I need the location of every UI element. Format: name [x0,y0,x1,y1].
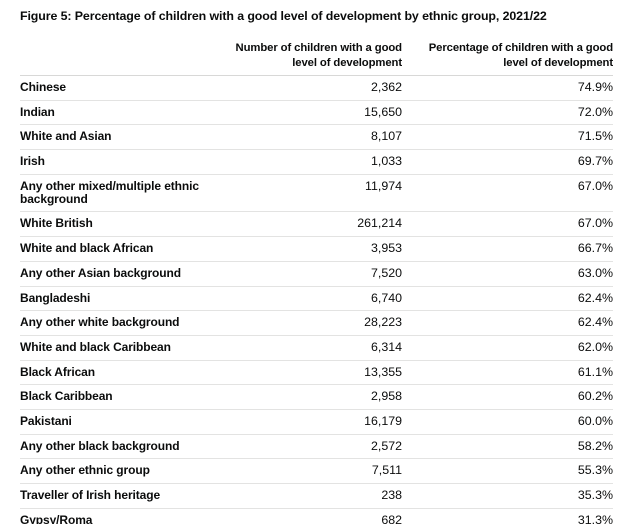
ethnic-group-cell: Traveller of Irish heritage [20,483,215,509]
column-header-percentage: Percentage of children with a good level… [402,23,613,76]
table-row: Any other mixed/multiple ethnic backgrou… [20,174,613,213]
number-cell: 16,179 [215,409,402,435]
ethnic-group-cell: Any other white background [20,310,215,336]
percentage-cell: 62.0% [402,335,613,361]
number-cell: 2,958 [215,384,402,410]
table-row: Black African 13,355 61.1% [20,360,613,386]
number-cell: 6,740 [215,286,402,312]
ethnic-group-cell: Gypsy/Roma [20,508,215,524]
table-row: White and black Caribbean 6,314 62.0% [20,335,613,361]
number-cell: 682 [215,508,402,524]
table-body: Chinese 2,362 74.9% Indian 15,650 72.0% … [20,75,613,524]
number-cell: 6,314 [215,335,402,361]
ethnic-group-cell: Any other black background [20,434,215,460]
percentage-cell: 71.5% [402,124,613,151]
ethnic-group-cell: Any other Asian background [20,261,215,287]
column-header-number-line2: level of development [292,56,402,69]
percentage-cell: 60.2% [402,384,613,410]
percentage-cell: 62.4% [402,286,613,312]
number-cell: 28,223 [215,310,402,336]
ethnic-group-cell: Black African [20,360,215,386]
ethnic-group-cell: White British [20,211,215,238]
table-row: Gypsy/Roma 682 31.3% [20,508,613,524]
figure-container: Figure 5: Percentage of children with a … [20,9,613,524]
percentage-cell: 62.4% [402,310,613,336]
table-row: Any other Asian background 7,520 63.0% [20,261,613,287]
table-header: Number of children with a good level of … [20,23,613,76]
column-header-number: Number of children with a good level of … [215,23,402,76]
table-row: Irish 1,033 69.7% [20,149,613,175]
table-header-row: Number of children with a good level of … [20,23,613,76]
number-cell: 2,362 [215,75,402,101]
percentage-cell: 74.9% [402,75,613,101]
percentage-cell: 55.3% [402,458,613,484]
ethnic-group-cell: Black Caribbean [20,384,215,410]
percentage-cell: 66.7% [402,236,613,262]
number-cell: 13,355 [215,360,402,386]
table-row: Chinese 2,362 74.9% [20,75,613,101]
table-row: Any other white background 28,223 62.4% [20,310,613,336]
number-cell: 261,214 [215,211,402,238]
column-header-number-line1: Number of children with a good [235,42,403,54]
column-header-percentage-line2: level of development [503,56,613,69]
table-row: Indian 15,650 72.0% [20,100,613,126]
column-header-ethnic-group [20,23,215,76]
percentage-cell: 69.7% [402,149,613,175]
ethnic-group-cell: Chinese [20,75,215,101]
percentage-cell: 61.1% [402,360,613,386]
ethnic-group-cell: Bangladeshi [20,286,215,312]
ethnic-group-table: Number of children with a good level of … [20,23,613,524]
table-row: Black Caribbean 2,958 60.2% [20,384,613,410]
ethnic-group-cell: Irish [20,149,215,175]
percentage-cell: 60.0% [402,409,613,435]
table-row: White and black African 3,953 66.7% [20,236,613,262]
number-cell: 7,511 [215,458,402,484]
percentage-cell: 35.3% [402,483,613,509]
ethnic-group-cell: Indian [20,100,215,126]
percentage-cell: 67.0% [402,211,613,238]
percentage-cell: 67.0% [402,174,613,213]
table-row: Traveller of Irish heritage 238 35.3% [20,483,613,509]
number-cell: 1,033 [215,149,402,175]
ethnic-group-cell: White and Asian [20,124,215,151]
table-row: Pakistani 16,179 60.0% [20,409,613,435]
column-header-percentage-line1: Percentage of children with a good [428,42,613,54]
table-row: White and Asian 8,107 71.5% [20,124,613,151]
percentage-cell: 72.0% [402,100,613,126]
ethnic-group-cell: Any other mixed/multiple ethnic backgrou… [20,174,215,213]
number-cell: 15,650 [215,100,402,126]
table-row: Any other black background 2,572 58.2% [20,434,613,460]
percentage-cell: 63.0% [402,261,613,287]
percentage-cell: 58.2% [402,434,613,460]
figure-title: Figure 5: Percentage of children with a … [20,9,547,23]
ethnic-group-cell: White and black African [20,236,215,262]
number-cell: 3,953 [215,236,402,262]
percentage-cell: 31.3% [402,508,613,524]
number-cell: 2,572 [215,434,402,460]
ethnic-group-cell: White and black Caribbean [20,335,215,361]
ethnic-group-cell: Any other ethnic group [20,458,215,484]
number-cell: 7,520 [215,261,402,287]
number-cell: 238 [215,483,402,509]
table-row: Bangladeshi 6,740 62.4% [20,286,613,312]
ethnic-group-cell: Pakistani [20,409,215,435]
table-row: Any other ethnic group 7,511 55.3% [20,458,613,484]
number-cell: 11,974 [215,174,402,213]
number-cell: 8,107 [215,124,402,151]
table-row: White British 261,214 67.0% [20,211,613,238]
